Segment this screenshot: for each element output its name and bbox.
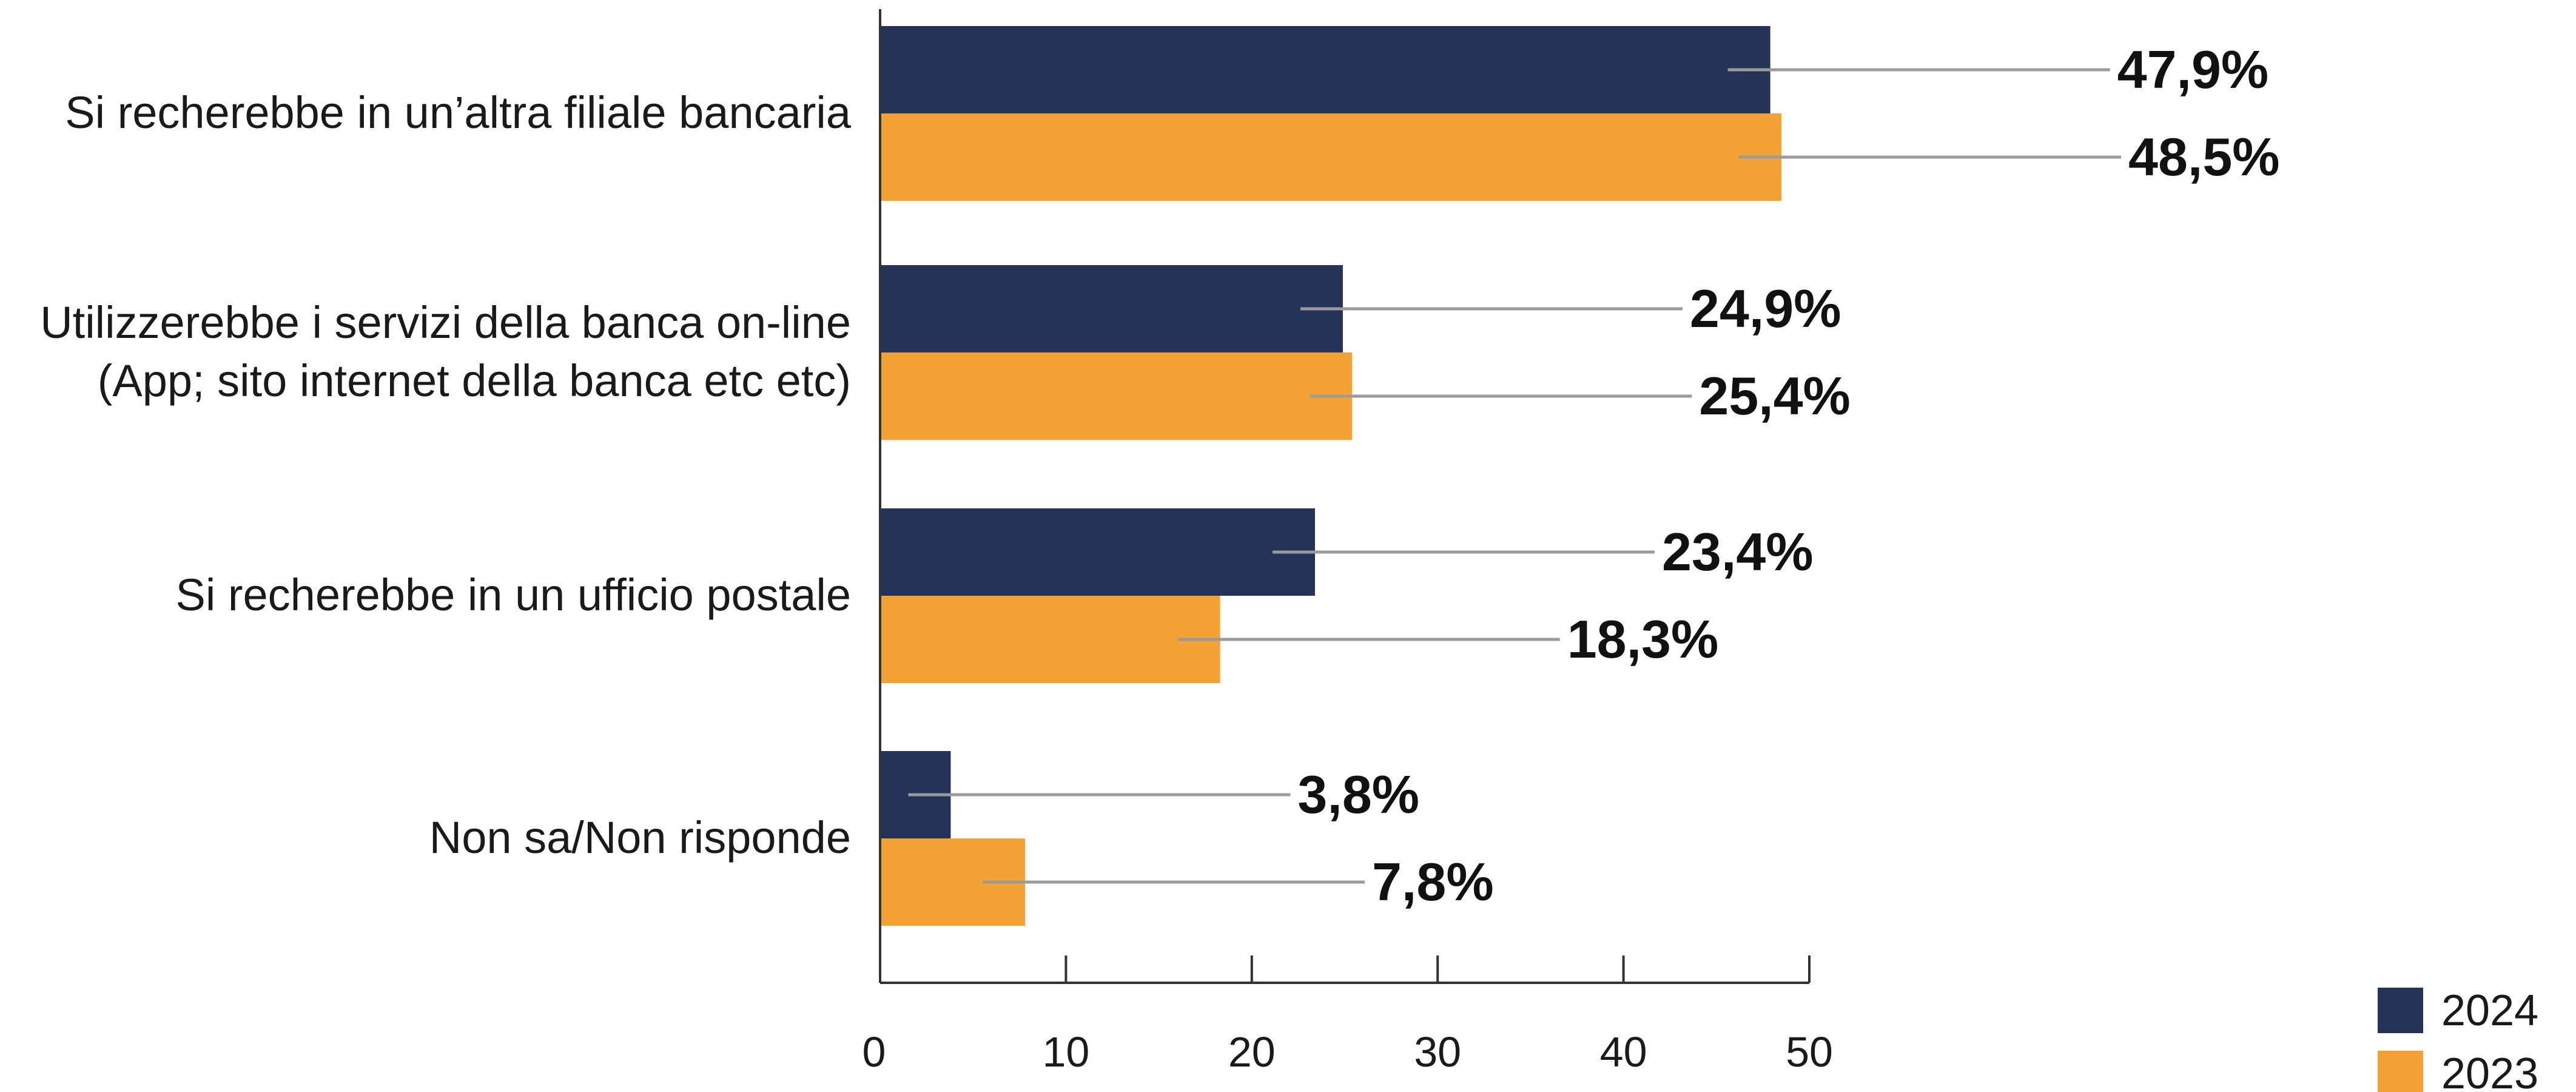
value-label: 24,9%: [1690, 278, 1841, 339]
category-label: Non sa/Non risponde: [429, 812, 851, 863]
bar-2024-1: [880, 26, 1771, 113]
value-label: 47,9%: [2117, 39, 2269, 99]
category-label: Si recherebbe in un’altra filiale bancar…: [65, 87, 852, 138]
value-label: 7,8%: [1372, 852, 1494, 912]
value-label: 18,3%: [1567, 609, 1719, 669]
bar-2023-2: [880, 352, 1353, 440]
category-label: Utilizzerebbe i servizi della banca on-l…: [40, 297, 851, 348]
x-tick-label: 10: [1042, 1028, 1089, 1076]
value-label: 48,5%: [2128, 127, 2280, 187]
legend-label-2024: 2024: [2441, 986, 2538, 1035]
bar-2023-3: [880, 596, 1220, 683]
x-tick-label: 20: [1228, 1028, 1276, 1076]
value-label: 3,8%: [1297, 764, 1419, 824]
x-tick-label: 40: [1600, 1028, 1647, 1076]
bar-2024-3: [880, 508, 1315, 596]
bar-2023-1: [880, 113, 1782, 201]
x-tick-label: 0: [863, 1028, 886, 1076]
value-label: 25,4%: [1699, 366, 1851, 426]
value-label: 23,4%: [1662, 522, 1814, 582]
legend-swatch-2024: [2378, 988, 2423, 1033]
category-label: (App; sito internet della banca etc etc): [98, 356, 851, 406]
category-label: Si recherebbe in un ufficio postale: [176, 570, 851, 620]
x-tick-label: 30: [1414, 1028, 1461, 1076]
legend-swatch-2023: [2378, 1051, 2423, 1092]
legend-label-2023: 2023: [2441, 1050, 2538, 1092]
bar-2024-2: [880, 265, 1343, 352]
x-tick-label: 50: [1786, 1028, 1833, 1076]
